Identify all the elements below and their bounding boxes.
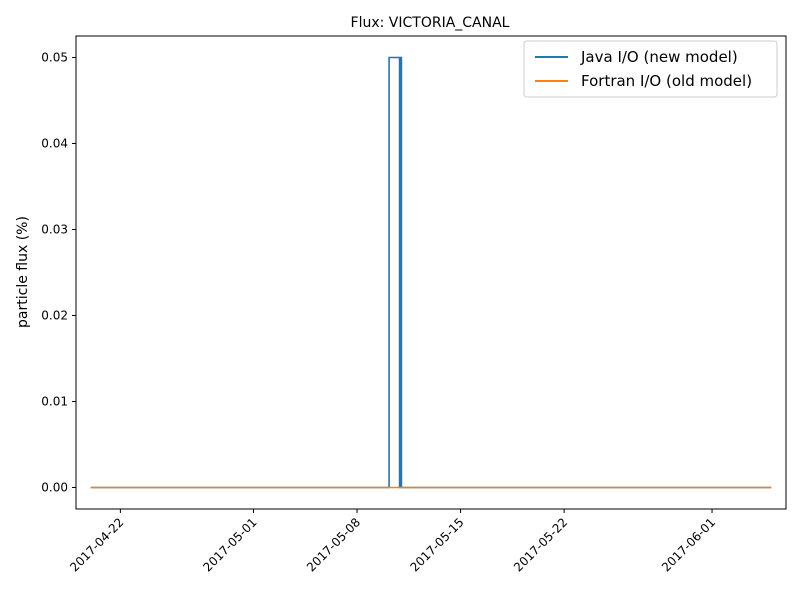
legend-label-fortran: Fortran I/O (old model) <box>581 72 752 90</box>
x-tick-label: 2017-04-22 <box>67 515 126 574</box>
y-tick-label: 0.00 <box>41 481 68 495</box>
legend: Java I/O (new model) Fortran I/O (old mo… <box>523 40 778 98</box>
legend-box <box>523 40 778 98</box>
y-tick-label: 0.01 <box>41 395 68 409</box>
ticks-layer: 0.00 0.01 0.02 0.03 0.04 0.05 2017-04-22 2017-0… <box>41 51 718 575</box>
y-tick-label: 0.03 <box>41 223 68 237</box>
y-axis-label: particle flux (%) <box>15 216 31 328</box>
x-tick-label: 2017-05-08 <box>304 515 363 574</box>
x-tick-label: 2017-05-15 <box>407 515 466 574</box>
x-tick-label: 2017-06-01 <box>659 515 718 574</box>
y-tick-label: 0.02 <box>41 309 68 323</box>
x-tick-label: 2017-05-01 <box>200 515 259 574</box>
y-tick-label: 0.05 <box>41 51 68 65</box>
y-tick-label: 0.04 <box>41 137 68 151</box>
series-line-java <box>90 56 772 489</box>
x-tick-label: 2017-05-22 <box>511 515 570 574</box>
legend-label-java: Java I/O (new model) <box>580 48 738 66</box>
chart-title: Flux: VICTORIA_CANAL <box>351 15 510 31</box>
plot-frame <box>75 35 787 510</box>
series-layer <box>90 56 772 489</box>
